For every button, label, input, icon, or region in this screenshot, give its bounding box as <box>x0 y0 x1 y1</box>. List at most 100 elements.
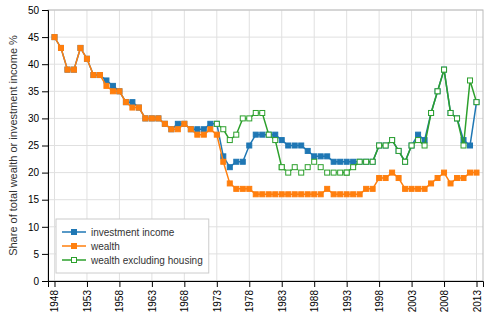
x-tick: 1963 <box>147 281 158 312</box>
series-marker <box>175 121 180 126</box>
series-marker <box>338 159 343 164</box>
series-marker <box>331 170 336 175</box>
series-marker <box>383 176 388 181</box>
series-marker <box>318 192 323 197</box>
x-tick-label: 1973 <box>212 290 223 313</box>
y-tick-label: 25 <box>28 140 40 151</box>
series-marker <box>279 192 284 197</box>
series-marker <box>240 186 245 191</box>
tick-mark <box>119 281 120 287</box>
series-marker <box>344 170 349 175</box>
series-marker <box>468 170 473 175</box>
series-marker <box>403 186 408 191</box>
grid-line <box>48 37 483 38</box>
series-marker <box>175 127 180 132</box>
series-marker <box>221 159 226 164</box>
grid-line <box>281 10 282 281</box>
tick-mark <box>42 227 48 228</box>
series-marker <box>474 100 479 105</box>
tick-mark <box>42 37 48 38</box>
series-marker <box>52 35 57 40</box>
series-marker <box>253 110 258 115</box>
series-marker <box>182 121 187 126</box>
series-marker <box>156 116 161 121</box>
series-marker <box>253 192 258 197</box>
x-axis: 1948195319581963196819731978198319881993… <box>49 281 484 312</box>
series <box>52 35 479 170</box>
legend-marker <box>72 258 77 263</box>
y-tick: 40 <box>28 59 48 70</box>
series-marker <box>286 192 291 197</box>
series-marker <box>435 89 440 94</box>
series-marker <box>227 181 232 186</box>
series-marker <box>136 105 141 110</box>
series-marker <box>370 159 375 164</box>
x-tick: 1978 <box>244 281 255 312</box>
series-marker <box>208 121 213 126</box>
series-marker <box>234 132 239 137</box>
y-tick: 0 <box>33 276 48 287</box>
series-marker <box>318 154 323 159</box>
series-marker <box>188 127 193 132</box>
series-marker <box>305 148 310 153</box>
tick-mark <box>217 281 218 287</box>
series-marker <box>214 121 219 126</box>
series-marker <box>331 159 336 164</box>
tick-mark <box>42 173 48 174</box>
series-marker <box>442 67 447 72</box>
series-marker <box>58 45 63 50</box>
legend-label: wealth excluding housing <box>90 255 203 266</box>
series-marker <box>318 165 323 170</box>
series-marker <box>299 143 304 148</box>
series-marker <box>396 176 401 181</box>
y-tick: 5 <box>33 249 48 260</box>
series-marker <box>234 159 239 164</box>
grid <box>48 10 483 281</box>
grid-line <box>346 10 347 281</box>
series-marker <box>110 83 115 88</box>
series-marker <box>169 127 174 132</box>
y-tick: 35 <box>28 86 48 97</box>
series-marker <box>97 73 102 78</box>
series-marker <box>286 170 291 175</box>
series-marker <box>201 127 206 132</box>
x-tick-label: 1988 <box>309 290 320 313</box>
series-marker <box>292 192 297 197</box>
series-marker <box>279 165 284 170</box>
y-tick: 15 <box>28 194 48 205</box>
series-marker <box>435 176 440 181</box>
grid-line <box>314 10 315 281</box>
tick-mark <box>444 281 445 287</box>
y-tick-label: 40 <box>28 59 40 70</box>
series-marker <box>117 89 122 94</box>
y-tick: 20 <box>28 167 48 178</box>
y-tick-label: 50 <box>28 5 40 16</box>
series-marker <box>422 186 427 191</box>
series-marker <box>364 186 369 191</box>
series-marker <box>370 186 375 191</box>
y-tick-label: 10 <box>28 222 40 233</box>
series-line <box>217 70 477 173</box>
tick-mark <box>42 254 48 255</box>
x-tick-label: 2013 <box>472 290 483 313</box>
legend-box <box>56 219 209 273</box>
tick-mark <box>152 281 153 287</box>
tick-mark <box>314 281 315 287</box>
series-marker <box>279 165 284 170</box>
grid-line <box>48 145 483 146</box>
x-tick: 2013 <box>472 281 483 312</box>
series-marker <box>279 138 284 143</box>
x-tick-label: 1968 <box>179 290 190 313</box>
y-tick-label: 35 <box>28 86 40 97</box>
series-marker <box>448 181 453 186</box>
series-marker <box>91 73 96 78</box>
series-marker <box>52 35 57 40</box>
x-tick: 2008 <box>439 281 450 312</box>
series-marker <box>338 192 343 197</box>
tick-mark <box>42 91 48 92</box>
series-marker <box>429 181 434 186</box>
series-marker <box>123 100 128 105</box>
grid-line <box>48 64 483 65</box>
series-marker <box>364 159 369 164</box>
series-group <box>52 35 479 197</box>
